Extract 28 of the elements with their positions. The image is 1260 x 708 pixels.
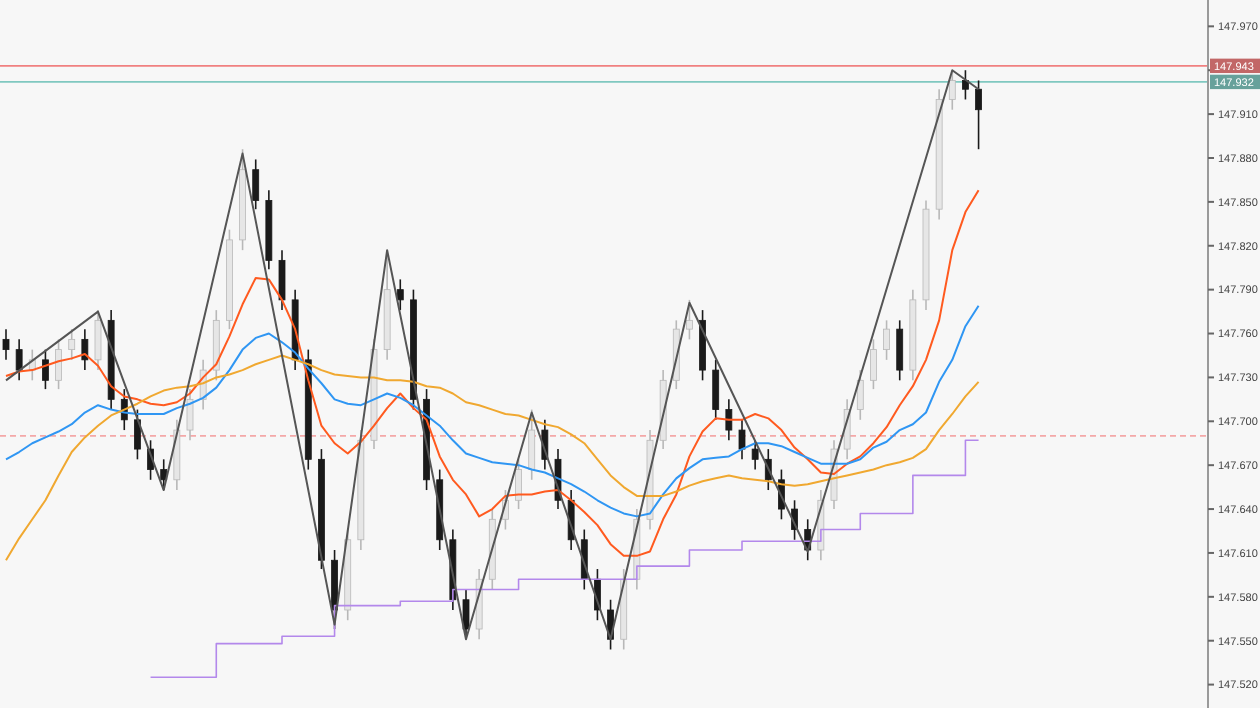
candlestick [712,359,720,421]
candlestick [278,249,286,311]
candlestick [396,278,404,311]
candlestick [751,439,759,471]
candlestick [81,328,89,371]
candlestick [186,388,194,442]
candlestick [528,408,536,481]
candlestick [15,338,23,382]
candlestick [725,398,733,442]
line-series [5,69,980,641]
candlestick [948,69,956,111]
candlestick [856,369,864,421]
candlestick [55,338,62,390]
candlestick [738,419,746,461]
line-series [5,354,980,562]
candlestick [160,458,168,491]
candlestick [896,319,904,382]
candlestick [68,328,76,361]
candlestick [870,338,877,390]
candlestick [2,328,10,361]
candlestick [686,299,693,341]
candlestick [883,319,890,361]
candlestick [94,309,102,371]
candlestick [962,69,969,101]
candlestick [975,79,982,151]
candlestick [252,158,260,210]
line-series [5,189,980,557]
line-series [5,304,980,518]
